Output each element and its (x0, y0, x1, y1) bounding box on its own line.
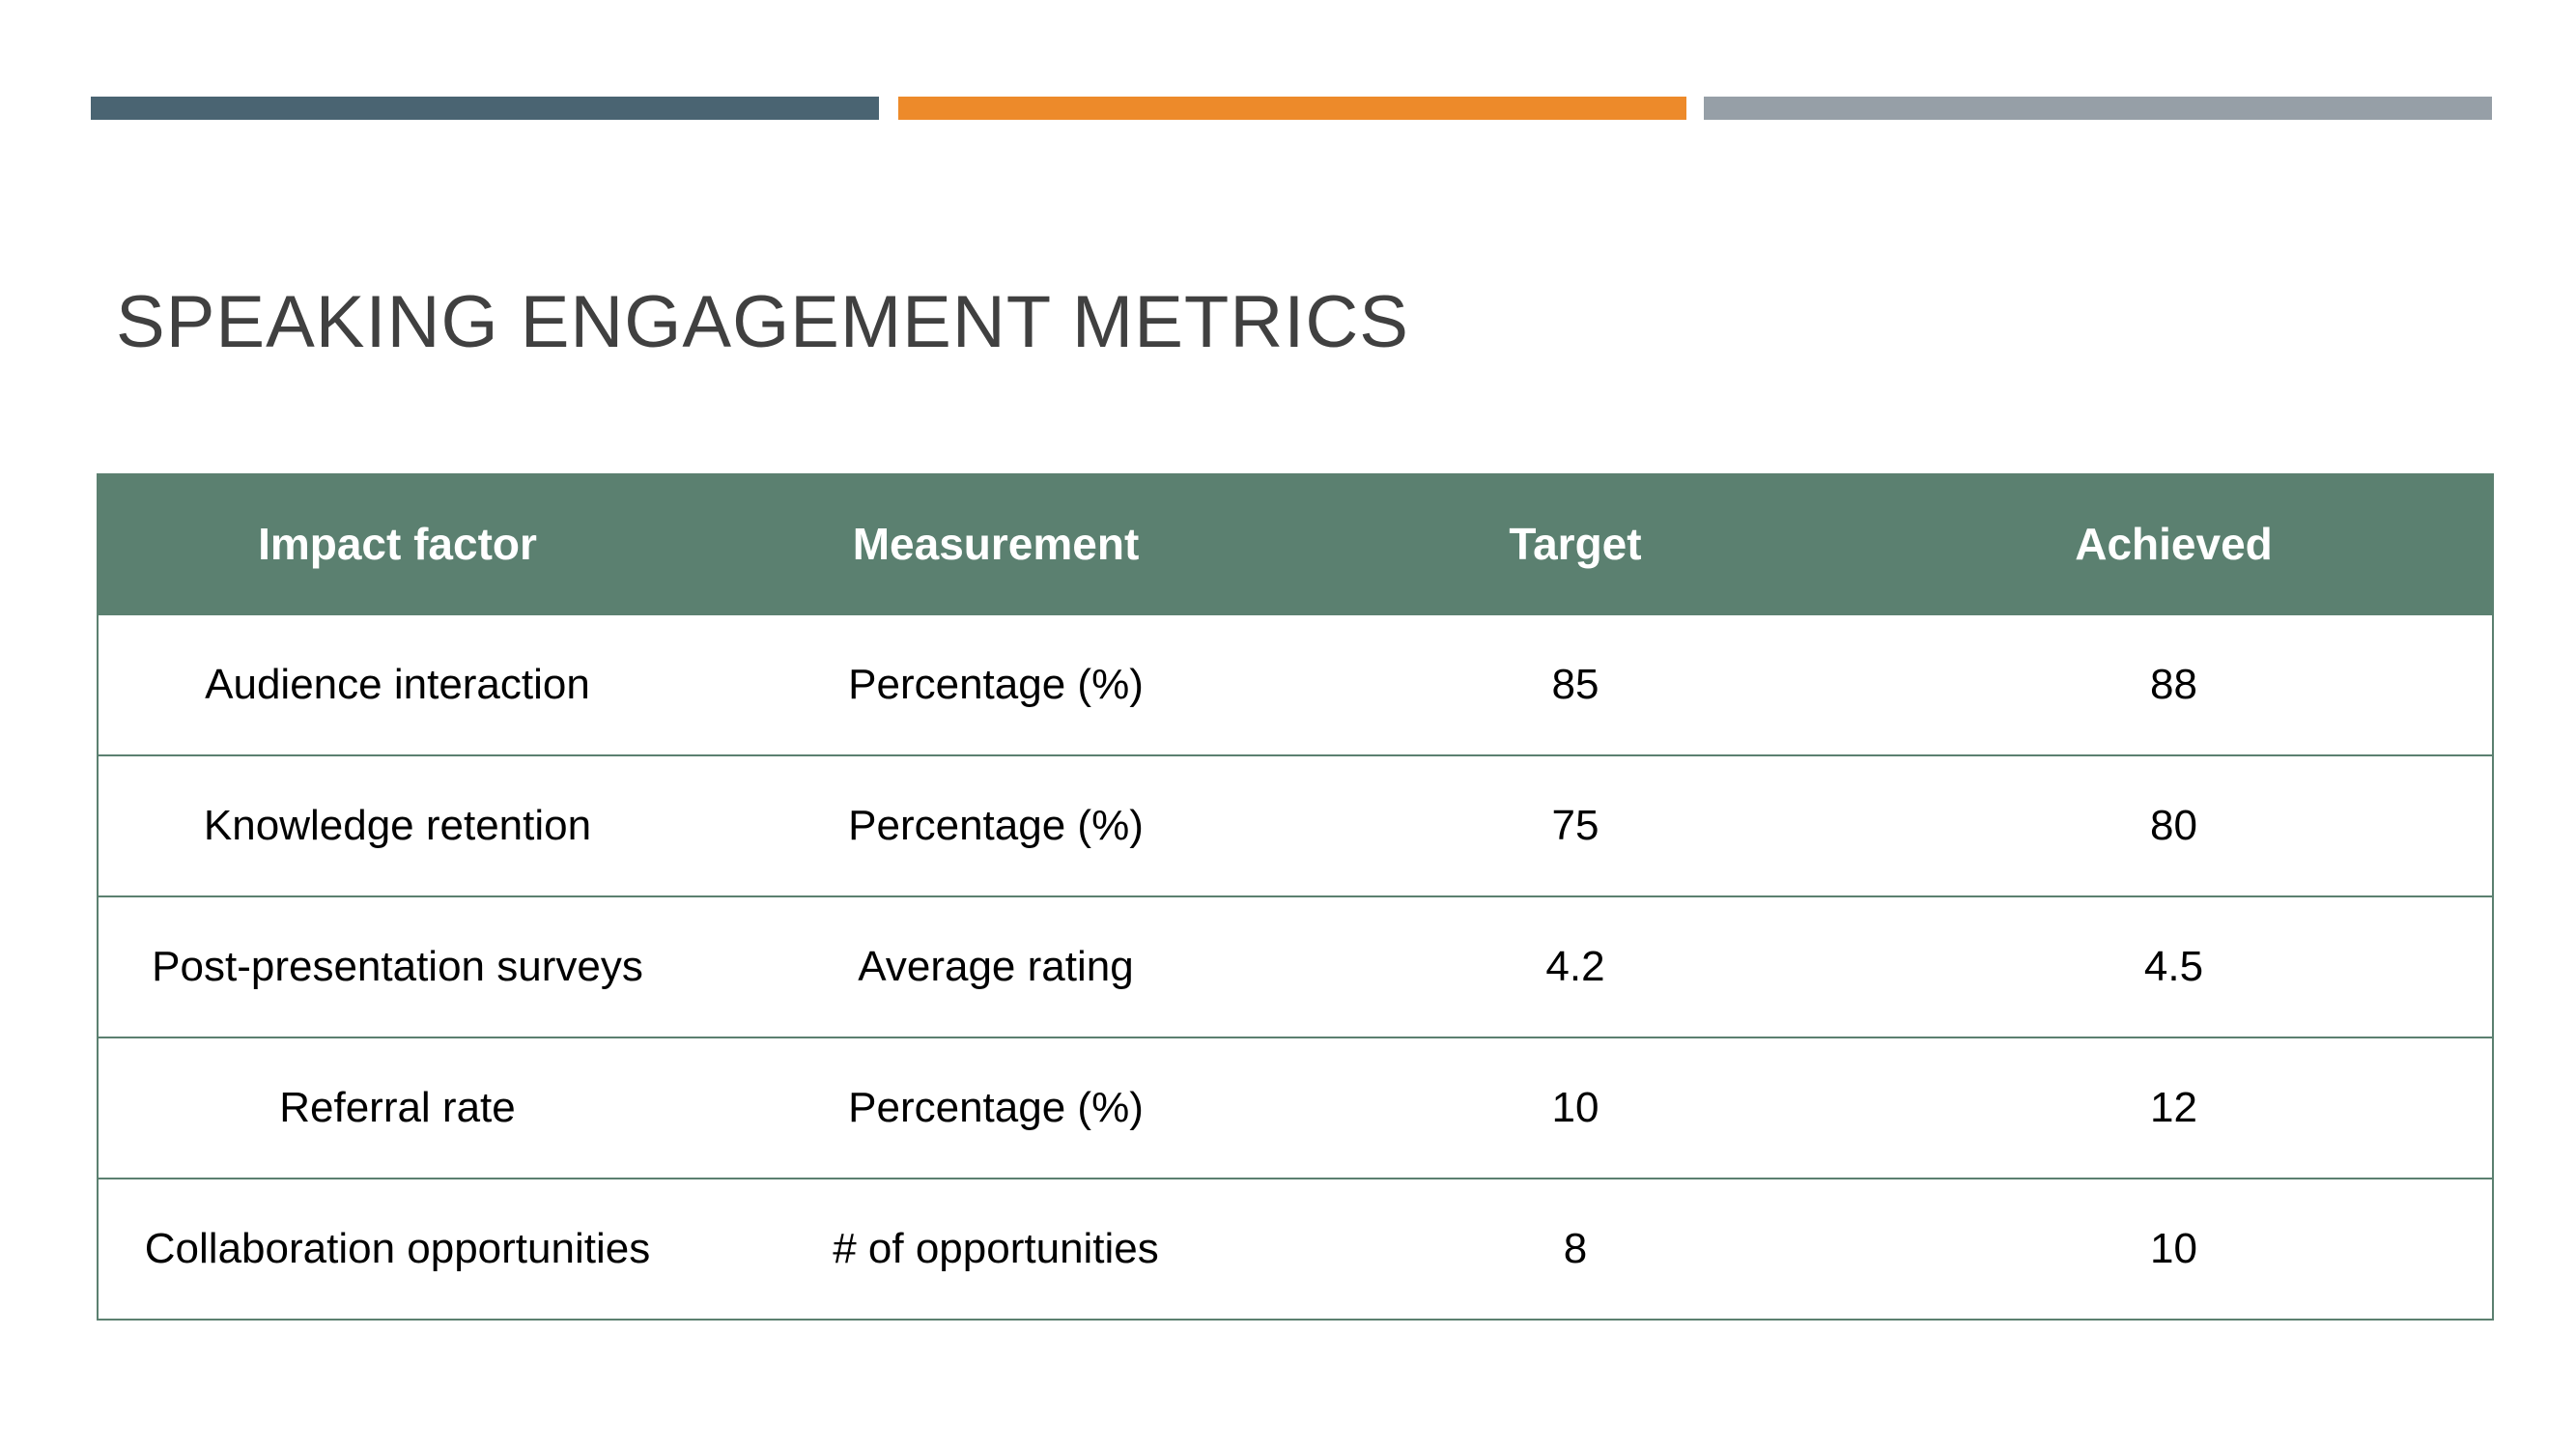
header-achieved: Achieved (1855, 473, 2493, 614)
cell-measurement: Percentage (%) (696, 1037, 1295, 1179)
cell-achieved: 10 (1855, 1178, 2493, 1320)
table-row: Knowledge retention Percentage (%) 75 80 (98, 754, 2493, 896)
cell-achieved: 12 (1855, 1037, 2493, 1179)
cell-target: 10 (1295, 1037, 1855, 1179)
cell-achieved: 80 (1855, 754, 2493, 896)
cell-target: 85 (1295, 613, 1855, 755)
cell-impact-factor: Knowledge retention (98, 754, 696, 896)
cell-impact-factor: Referral rate (98, 1037, 696, 1179)
accent-bar-slate (91, 97, 879, 120)
decorative-top-bars (91, 97, 2492, 120)
table-row: Referral rate Percentage (%) 10 12 (98, 1037, 2493, 1179)
cell-achieved: 4.5 (1855, 895, 2493, 1037)
table-row: Audience interaction Percentage (%) 85 8… (98, 613, 2493, 755)
cell-target: 75 (1295, 754, 1855, 896)
table-header-row: Impact factor Measurement Target Achieve… (98, 473, 2493, 614)
cell-impact-factor: Collaboration opportunities (98, 1178, 696, 1320)
cell-measurement: # of opportunities (696, 1178, 1295, 1320)
accent-bar-gray (1704, 97, 2492, 120)
slide-title: SPEAKING ENGAGEMENT METRICS (116, 281, 1409, 363)
cell-target: 8 (1295, 1178, 1855, 1320)
table-row: Collaboration opportunities # of opportu… (98, 1178, 2493, 1320)
table-row: Post-presentation surveys Average rating… (98, 895, 2493, 1037)
accent-bar-orange (898, 97, 1686, 120)
cell-measurement: Percentage (%) (696, 613, 1295, 755)
header-impact-factor: Impact factor (98, 473, 696, 614)
cell-impact-factor: Audience interaction (98, 613, 696, 755)
cell-target: 4.2 (1295, 895, 1855, 1037)
header-measurement: Measurement (696, 473, 1295, 614)
header-target: Target (1295, 473, 1855, 614)
cell-measurement: Percentage (%) (696, 754, 1295, 896)
cell-impact-factor: Post-presentation surveys (98, 895, 696, 1037)
metrics-table: Impact factor Measurement Target Achieve… (97, 473, 2494, 1321)
cell-achieved: 88 (1855, 613, 2493, 755)
cell-measurement: Average rating (696, 895, 1295, 1037)
